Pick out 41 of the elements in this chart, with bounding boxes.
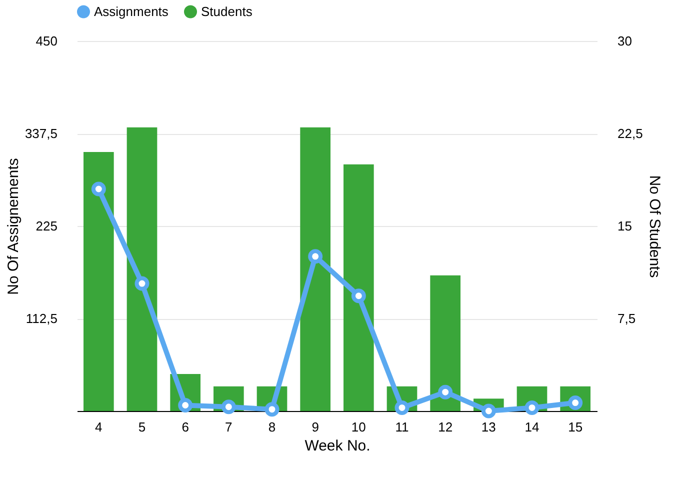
point [308,249,323,264]
y-tick-label: 337,5 [24,126,58,141]
x-tick-label: 13 [481,420,496,434]
bar [126,127,158,411]
x-tick-label: 12 [438,420,453,434]
point [91,182,106,196]
x-tick-label: 5 [138,420,146,434]
y2-tick-label: 30 [618,34,632,48]
legend-label: Assignments [94,4,169,19]
x-tick-label: 9 [312,420,319,434]
point [264,402,280,417]
x-tick-label: 7 [225,420,232,434]
point [351,288,366,304]
x-tick-label: 8 [268,420,276,434]
x-tick-label: 14 [524,420,540,434]
y2-tick-label: 22,5 [618,126,643,141]
y2-tick-label: 7,5 [618,311,636,326]
point [481,404,496,418]
point [524,400,540,415]
point [221,400,236,414]
x-tick-label: 4 [95,420,102,434]
x-tick-label: 15 [568,420,583,434]
y-tick-label: 225 [36,218,58,234]
y-tick-label: 112,5 [26,311,58,326]
y-tick-label: 450 [36,34,58,48]
point [178,398,193,412]
x-tick-label: 10 [351,420,366,434]
point [134,276,150,291]
bar [344,164,374,411]
point [438,384,453,400]
bar [84,152,114,411]
y-axis-title: No Of Assignements [4,158,22,295]
y2-tick-label: 15 [618,218,632,234]
x-tick-label: 11 [395,420,409,434]
y2-axis-title: No Of Students [646,175,663,278]
point [394,400,410,415]
bar [300,127,330,411]
x-tick-label: 6 [182,420,189,434]
legend-label: Students [201,4,253,19]
bar [430,275,460,411]
x-axis-title: Week No. [304,438,370,454]
